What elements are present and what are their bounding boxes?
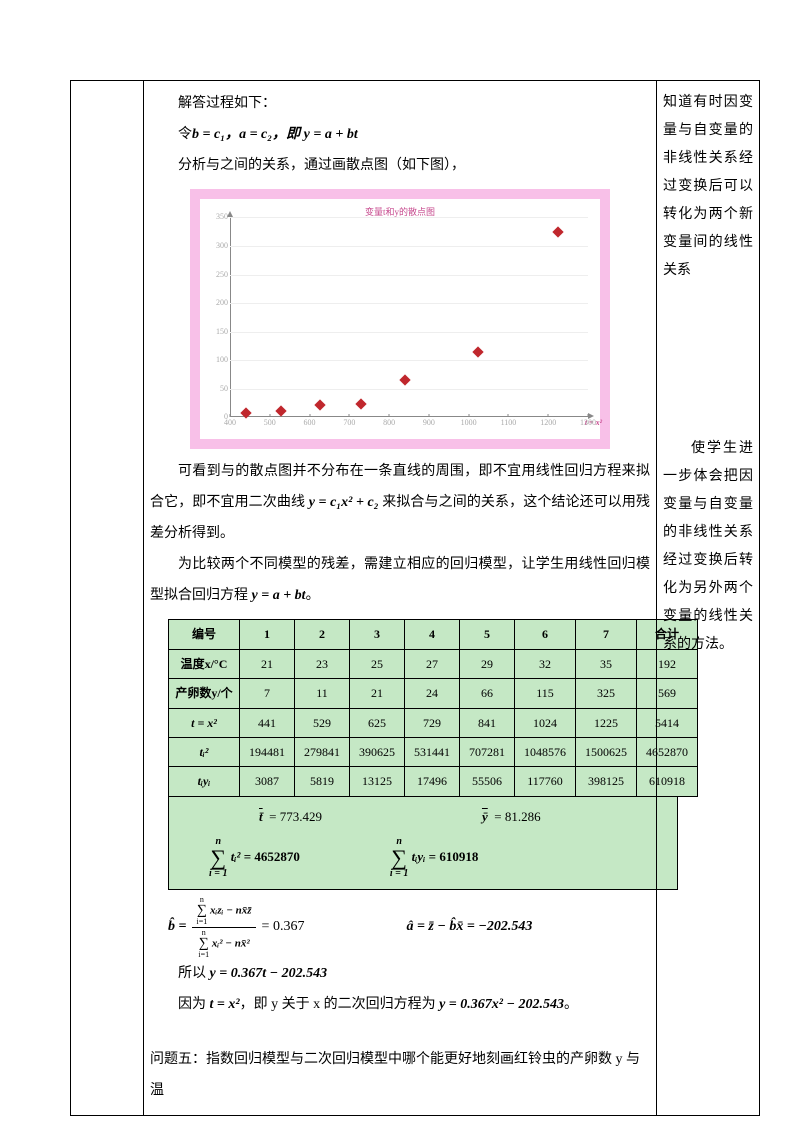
xtick: 500 [264, 414, 276, 432]
ahat: â = z̄ − b̂x̄ = −202.543 [406, 912, 532, 943]
table-cell: 325 [576, 679, 637, 708]
ytick: 100 [200, 351, 228, 369]
ytick: 250 [200, 266, 228, 284]
summary-block: t̄ = 773.429 ȳ = 81.286 n∑i = 1 tᵢ² = 46… [168, 797, 678, 891]
result-line: 所以 y = 0.367t − 202.543 [150, 959, 650, 990]
table-cell: 24 [405, 679, 460, 708]
ytick: 150 [200, 323, 228, 341]
scatter-point [400, 374, 411, 385]
fraction: n∑i=1 xᵢzᵢ − nx̄z̄ n∑i=1 xᵢ² − nx̄² [192, 896, 255, 959]
table-cell: 117760 [515, 767, 576, 796]
tbar: t̄ = 773.429 [259, 803, 322, 832]
because-line: 因为 t = x²，即 y 关于 x 的二次回归方程为 y = 0.367x² … [150, 990, 650, 1021]
table-header: 5 [460, 620, 515, 649]
right-para-1: 知道有时因变量与自变量的非线性关系经过变换后可以转化为两个新变量间的线性关系 [663, 89, 753, 285]
table-row: 产卵数y/个711212466115325569 [169, 679, 698, 708]
table-cell: 841 [460, 708, 515, 737]
ytick: 350 [200, 209, 228, 227]
table-cell: 390625 [350, 737, 405, 766]
scatter-point [314, 400, 325, 411]
table-cell: 23 [295, 649, 350, 678]
table-cell: 11 [295, 679, 350, 708]
table-cell: 27 [405, 649, 460, 678]
table-cell: 1024 [515, 708, 576, 737]
table-cell: 398125 [576, 767, 637, 796]
chart-title: 变量t和y的散点图 [200, 203, 600, 223]
xtick: 1300 [580, 414, 596, 432]
table-header: 7 [576, 620, 637, 649]
table-cell: 21 [240, 649, 295, 678]
table-cell: 729 [405, 708, 460, 737]
table-cell: 1500625 [576, 737, 637, 766]
xtick: 400 [224, 414, 236, 432]
table-cell: 32 [515, 649, 576, 678]
compare-para: 为比较两个不同模型的残差，需建立相应的回归模型，让学生用线性回归模型拟合回归方程… [150, 550, 650, 612]
x-axis [230, 416, 588, 417]
table-cell: 529 [295, 708, 350, 737]
table-cell: 17496 [405, 767, 460, 796]
table-cell: 5819 [295, 767, 350, 796]
table-cell: 66 [460, 679, 515, 708]
table-cell: 55506 [460, 767, 515, 796]
y-axis [230, 217, 231, 417]
table-header: 4 [405, 620, 460, 649]
xtick: 600 [304, 414, 316, 432]
ybar: ȳ = 81.286 [482, 803, 541, 832]
table-header: 2 [295, 620, 350, 649]
conclusion-para: 可看到与的散点图并不分布在一条直线的周围，即不宜用线性回归方程来拟合它，即不宜用… [150, 457, 650, 549]
table-cell: 1048576 [515, 737, 576, 766]
ytick: 200 [200, 294, 228, 312]
scatter-point [276, 405, 287, 416]
xtick: 1200 [540, 414, 556, 432]
scatter-point [552, 226, 563, 237]
analysis-line: 分析与之间的关系，通过画散点图（如下图）， [150, 151, 650, 182]
right-para-2: 使学生进一步体会把因变量与自变量的非线性关系经过变换后转化为另外两个变量的线性关… [663, 435, 753, 659]
table-row: 温度x/°C21232527293235192 [169, 649, 698, 678]
table-header: 6 [515, 620, 576, 649]
layout-table: 解答过程如下： 令b = c₁，a = c₂，即 y = a + bt 分析与之… [70, 80, 760, 1116]
table-cell: 194481 [240, 737, 295, 766]
scatter-chart: 变量t和y的散点图 t = x² 05010015020025030035040… [190, 189, 610, 449]
table-cell: 115 [515, 679, 576, 708]
left-column [71, 81, 144, 1116]
table-cell: 1225 [576, 708, 637, 737]
table-cell: 13125 [350, 767, 405, 796]
table-header: 1 [240, 620, 295, 649]
intro-line: 解答过程如下： [150, 89, 650, 120]
xtick: 1000 [461, 414, 477, 432]
table-row: tᵢyᵢ308758191312517496555061177603981256… [169, 767, 698, 796]
table-cell: 707281 [460, 737, 515, 766]
table-cell: 35 [576, 649, 637, 678]
table-row: t = x²441529625729841102412255414 [169, 708, 698, 737]
table-header: 编号 [169, 620, 240, 649]
table-row: tᵢ²1944812798413906255314417072811048576… [169, 737, 698, 766]
table-cell: 441 [240, 708, 295, 737]
table-cell: 7 [240, 679, 295, 708]
table-cell: 625 [350, 708, 405, 737]
right-column: 知道有时因变量与自变量的非线性关系经过变换后可以转化为两个新变量间的线性关系 使… [657, 81, 760, 1116]
table-header: 3 [350, 620, 405, 649]
sum-ti2: n∑i = 1 tᵢ² = 4652870 [209, 837, 300, 879]
table-cell: 25 [350, 649, 405, 678]
sum-tiyi: n∑i = 1 tᵢyᵢ = 610918 [390, 837, 478, 879]
table-cell: 29 [460, 649, 515, 678]
scatter-point [355, 398, 366, 409]
table-cell: 279841 [295, 737, 350, 766]
ytick: 50 [200, 380, 228, 398]
xtick: 1100 [501, 414, 517, 432]
equation-1: 令b = c₁，a = c₂，即 y = a + bt [150, 120, 650, 151]
table-cell: 531441 [405, 737, 460, 766]
main-column: 解答过程如下： 令b = c₁，a = c₂，即 y = a + bt 分析与之… [144, 81, 657, 1116]
ytick: 300 [200, 237, 228, 255]
table-cell: 21 [350, 679, 405, 708]
data-table: 编号1234567合计温度x/°C21232527293235192产卵数y/个… [168, 619, 698, 796]
bhat-line: b̂ = n∑i=1 xᵢzᵢ − nx̄z̄ n∑i=1 xᵢ² − nx̄²… [168, 896, 650, 959]
xtick: 900 [423, 414, 435, 432]
scatter-point [473, 346, 484, 357]
xtick: 800 [383, 414, 395, 432]
table-cell: 3087 [240, 767, 295, 796]
question-5: 问题五：指数回归模型与二次回归模型中哪个能更好地刻画红铃虫的产卵数 y 与温 [150, 1045, 650, 1107]
xtick: 700 [343, 414, 355, 432]
